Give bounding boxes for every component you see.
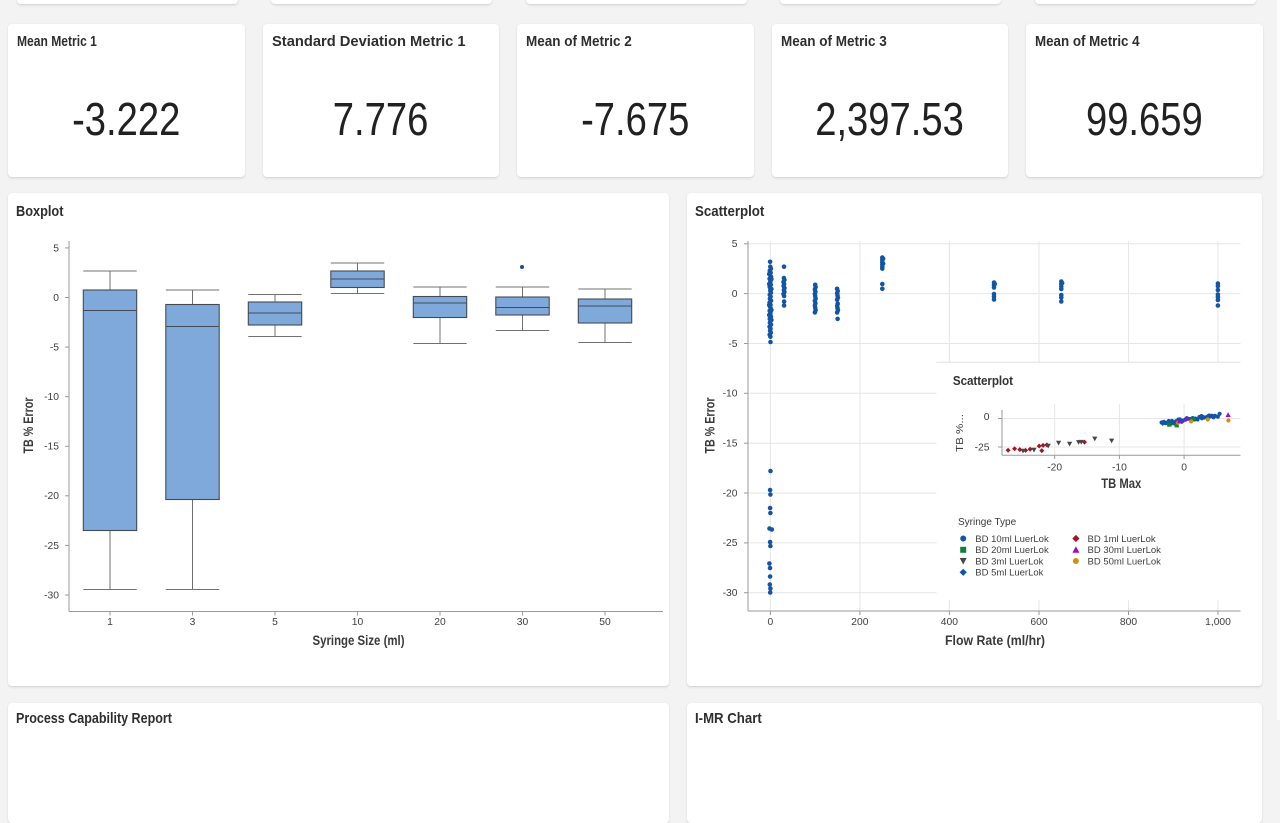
svg-text:-20: -20: [44, 491, 59, 502]
svg-text:0: 0: [1181, 463, 1187, 474]
svg-text:3: 3: [190, 617, 196, 628]
svg-text:1,000: 1,000: [1205, 617, 1231, 628]
svg-text:BD 10ml LuerLok: BD 10ml LuerLok: [975, 534, 1049, 545]
svg-text:5: 5: [731, 239, 737, 250]
svg-text:-10: -10: [44, 392, 59, 403]
svg-text:600: 600: [1030, 617, 1047, 628]
svg-text:-10: -10: [1111, 463, 1126, 474]
svg-text:-30: -30: [44, 590, 59, 601]
svg-text:5: 5: [272, 617, 278, 628]
svg-text:10: 10: [352, 617, 364, 628]
svg-text:0: 0: [53, 293, 59, 304]
svg-text:Syringe Type: Syringe Type: [958, 517, 1017, 528]
svg-text:TB % Error: TB % Error: [20, 397, 36, 453]
svg-text:30: 30: [517, 617, 529, 628]
svg-text:5: 5: [53, 243, 59, 254]
svg-text:TB Max: TB Max: [1101, 475, 1141, 491]
svg-text:Flow Rate (ml/hr): Flow Rate (ml/hr): [945, 632, 1045, 648]
svg-text:TB %...: TB %...: [955, 414, 966, 452]
svg-text:200: 200: [851, 617, 868, 628]
svg-text:-25: -25: [974, 443, 989, 454]
svg-text:0: 0: [983, 412, 989, 423]
svg-text:800: 800: [1119, 617, 1136, 628]
svg-text:Syringe Size (ml): Syringe Size (ml): [313, 632, 405, 648]
svg-text:-25: -25: [722, 538, 737, 549]
svg-text:BD 1ml LuerLok: BD 1ml LuerLok: [1087, 534, 1155, 545]
svg-text:-5: -5: [50, 343, 59, 354]
svg-text:-15: -15: [44, 442, 59, 453]
svg-text:-25: -25: [44, 541, 59, 552]
svg-text:BD 3ml LuerLok: BD 3ml LuerLok: [975, 556, 1043, 567]
svg-text:50: 50: [599, 617, 611, 628]
svg-text:-5: -5: [728, 339, 737, 350]
svg-text:-20: -20: [722, 488, 737, 499]
svg-text:BD 50ml LuerLok: BD 50ml LuerLok: [1087, 556, 1161, 567]
svg-text:1: 1: [107, 617, 113, 628]
svg-text:Scatterplot: Scatterplot: [952, 374, 1013, 388]
svg-text:BD 5ml LuerLok: BD 5ml LuerLok: [975, 568, 1043, 579]
svg-text:-10: -10: [722, 389, 737, 400]
svg-text:0: 0: [767, 617, 773, 628]
svg-text:BD 30ml LuerLok: BD 30ml LuerLok: [1087, 545, 1161, 556]
svg-text:TB % Error: TB % Error: [701, 397, 717, 453]
svg-text:BD 20ml LuerLok: BD 20ml LuerLok: [975, 545, 1049, 556]
svg-text:20: 20: [434, 617, 446, 628]
svg-text:400: 400: [940, 617, 957, 628]
svg-text:-20: -20: [1047, 463, 1062, 474]
svg-text:0: 0: [731, 289, 737, 300]
svg-text:-30: -30: [722, 588, 737, 599]
svg-text:-15: -15: [722, 439, 737, 450]
